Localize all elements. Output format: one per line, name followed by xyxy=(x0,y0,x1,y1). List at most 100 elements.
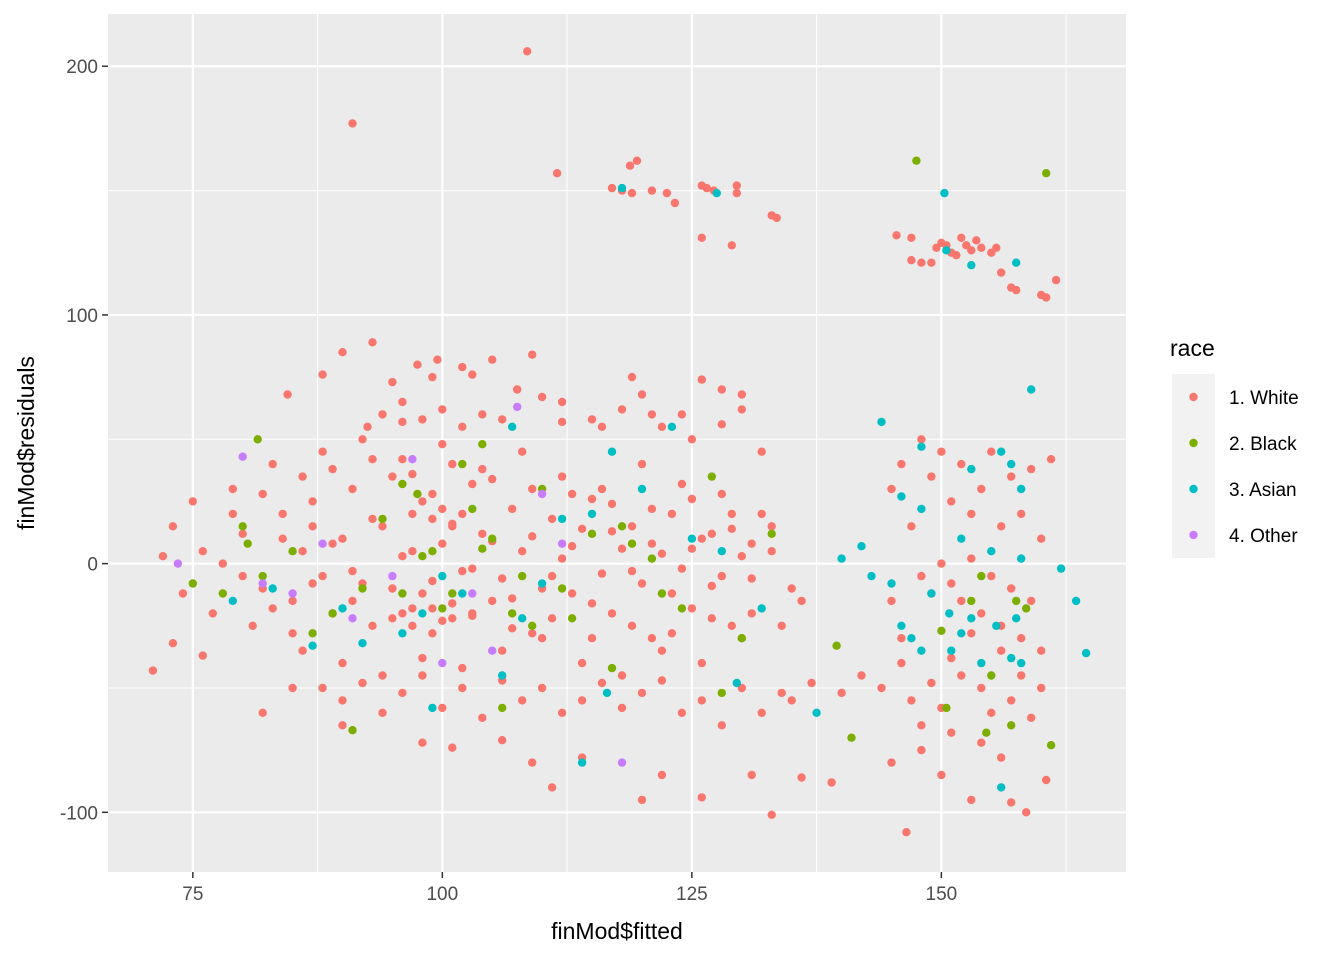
point-white xyxy=(647,410,657,419)
point-asian xyxy=(887,579,896,588)
point-white xyxy=(917,258,926,267)
point-white xyxy=(627,566,637,576)
point-asian xyxy=(458,589,467,598)
point-white xyxy=(777,688,786,698)
point-asian xyxy=(732,678,741,688)
point-white xyxy=(617,544,627,553)
point-white xyxy=(537,683,547,693)
point-white xyxy=(647,186,657,195)
point-white xyxy=(368,621,377,630)
point-white xyxy=(398,609,407,618)
point-white xyxy=(518,696,527,705)
data-points xyxy=(148,47,1091,837)
point-asian xyxy=(1007,653,1016,663)
point-black xyxy=(288,547,297,556)
point-white xyxy=(607,527,617,536)
point-white xyxy=(298,646,307,655)
point-white xyxy=(278,534,287,543)
point-asian xyxy=(1007,459,1016,469)
point-other xyxy=(318,539,327,548)
point-white xyxy=(1042,775,1051,785)
point-asian xyxy=(508,422,517,431)
point-white xyxy=(338,721,347,730)
point-white xyxy=(478,713,487,722)
legend-label-black: 2. Black xyxy=(1229,434,1297,455)
point-black xyxy=(478,544,487,553)
point-white xyxy=(737,405,746,414)
point-white xyxy=(827,778,836,787)
point-white xyxy=(288,596,297,606)
x-tick-label: 125 xyxy=(676,884,708,905)
point-white xyxy=(707,529,716,538)
point-white xyxy=(707,581,716,591)
point-asian xyxy=(498,671,507,680)
point-black xyxy=(767,529,776,538)
point-white xyxy=(587,494,597,504)
point-black xyxy=(1042,169,1051,178)
point-white xyxy=(907,233,916,242)
point-asian xyxy=(418,609,427,618)
point-asian xyxy=(438,571,447,581)
point-other xyxy=(173,559,183,568)
point-white xyxy=(498,574,507,583)
point-white xyxy=(248,621,257,630)
point-black xyxy=(458,459,467,469)
point-asian xyxy=(268,584,277,593)
point-asian xyxy=(1017,554,1026,563)
point-white xyxy=(877,683,886,693)
point-asian xyxy=(398,629,407,638)
point-black xyxy=(348,726,357,735)
point-asian xyxy=(428,703,437,713)
point-white xyxy=(657,646,667,655)
point-white xyxy=(967,554,976,563)
point-white xyxy=(662,188,672,198)
point-white xyxy=(1037,683,1046,693)
point-black xyxy=(358,584,367,593)
point-white xyxy=(897,459,906,469)
legend-label-asian: 3. Asian xyxy=(1229,480,1297,501)
point-white xyxy=(488,474,497,484)
point-white xyxy=(218,559,227,568)
point-black xyxy=(627,539,637,548)
point-black xyxy=(832,641,841,650)
point-white xyxy=(727,621,736,630)
point-white xyxy=(458,663,467,673)
point-black xyxy=(378,514,387,524)
point-asian xyxy=(987,547,996,556)
point-white xyxy=(523,47,532,56)
point-white xyxy=(338,534,347,543)
point-white xyxy=(577,658,587,668)
point-white xyxy=(238,529,247,538)
point-white xyxy=(448,522,457,531)
point-black xyxy=(967,596,976,606)
point-white xyxy=(617,703,627,713)
point-white xyxy=(992,243,1001,252)
point-other xyxy=(288,589,297,598)
point-black xyxy=(253,435,262,444)
point-white xyxy=(1021,808,1031,817)
legend-items: 1. White 2. Black 3. Asian 4. Other xyxy=(1172,374,1299,558)
point-white xyxy=(887,596,896,606)
point-white xyxy=(587,634,597,643)
point-other xyxy=(438,658,447,668)
point-asian xyxy=(945,609,954,618)
point-white xyxy=(567,542,577,551)
point-white xyxy=(1046,455,1056,464)
minor-gridlines xyxy=(108,14,1126,872)
point-white xyxy=(468,611,477,620)
point-black xyxy=(847,733,856,742)
point-black xyxy=(328,609,337,618)
point-black xyxy=(657,589,667,598)
point-asian xyxy=(992,621,1001,630)
point-white xyxy=(1017,671,1026,680)
point-white xyxy=(667,589,677,598)
point-white xyxy=(298,472,307,481)
point-white xyxy=(702,183,711,193)
point-white xyxy=(577,524,587,533)
point-asian xyxy=(1017,484,1026,494)
point-white xyxy=(368,514,377,524)
point-asian xyxy=(577,758,587,767)
point-white xyxy=(338,696,347,705)
point-white xyxy=(757,447,766,456)
point-black xyxy=(587,529,597,538)
